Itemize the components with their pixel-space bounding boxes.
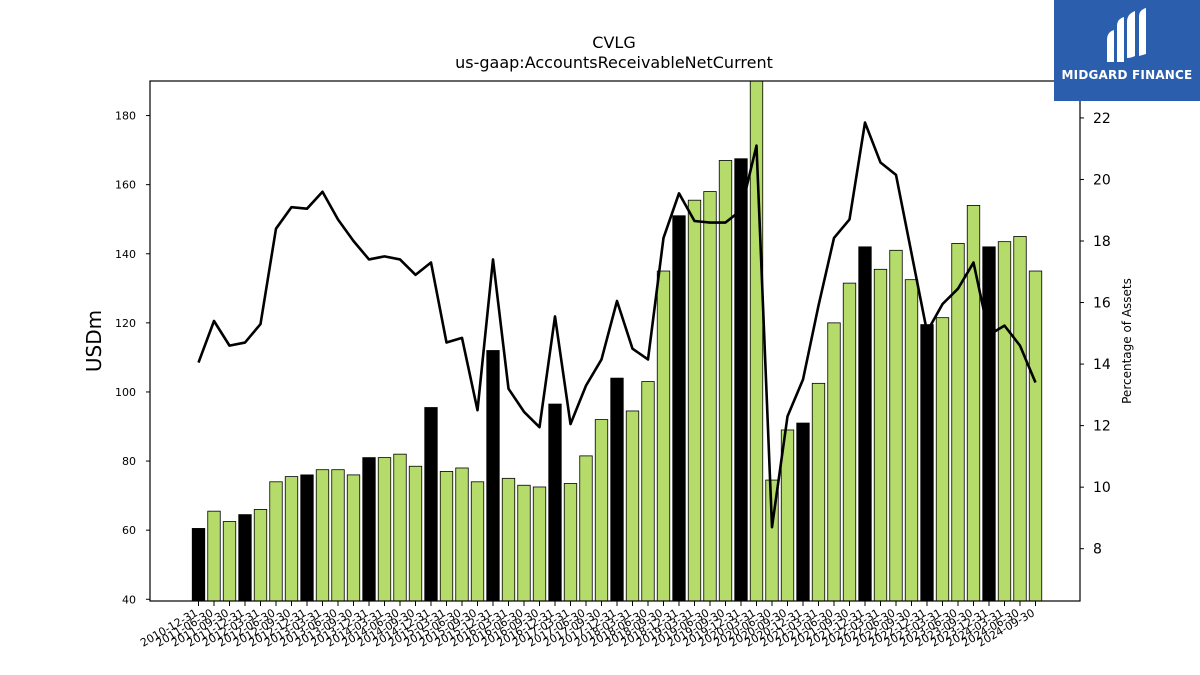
y2-axis-label: Percentage of Assets	[1120, 278, 1134, 404]
bar-2022-06-30	[889, 249, 903, 601]
bar-2012-12-31	[300, 474, 314, 601]
brand-logo: MIDGARD FINANCE	[1054, 0, 1200, 101]
bar-2011-12-31	[238, 514, 252, 601]
bar-2019-06-30	[703, 191, 717, 601]
bar-2019-09-30	[718, 160, 733, 601]
bar-2017-12-31	[610, 377, 624, 601]
bar-2019-12-31	[734, 158, 748, 601]
bar-2016-12-31	[548, 403, 562, 601]
chart-subtitle: us-gaap:AccountsReceivableNetCurrent	[455, 53, 773, 72]
percentage-line	[197, 121, 1037, 529]
y-tick-label-100: 100	[115, 386, 136, 399]
bar-2018-09-30	[656, 270, 671, 601]
bar-2013-12-31	[362, 457, 376, 601]
y2-tick-label-22: 22	[1093, 111, 1111, 127]
y2-tick-label-18: 18	[1093, 234, 1111, 250]
bar-2021-09-30	[842, 282, 857, 601]
bar-2014-03-31	[377, 457, 392, 601]
y-tick-label-40: 40	[122, 593, 136, 606]
y-tick-label-180: 180	[115, 110, 136, 123]
logo-text: MIDGARD FINANCE	[1061, 68, 1193, 82]
bar-2011-06-30	[207, 510, 221, 601]
bar-2014-12-31	[424, 407, 438, 601]
chart-title: CVLG	[592, 33, 635, 52]
y-tick-label-80: 80	[122, 455, 136, 468]
bar-2020-09-30	[780, 429, 795, 601]
bar-2013-06-30	[331, 469, 345, 601]
bar-2014-09-30	[408, 465, 423, 601]
y-tick-label-140: 140	[115, 248, 136, 261]
y2-tick-label-8: 8	[1093, 542, 1102, 558]
y2-tick-label-14: 14	[1093, 357, 1111, 373]
bar-2023-12-31	[982, 246, 996, 601]
bar-2024-03-31	[997, 241, 1012, 601]
bar-2021-06-30	[827, 322, 841, 601]
bar-2022-03-31	[873, 268, 888, 601]
bar-2015-09-30	[470, 481, 485, 601]
bar-2024-09-30	[1028, 270, 1043, 601]
bar-2023-06-30	[951, 242, 965, 601]
bar-2016-03-31	[501, 477, 516, 601]
bar-2012-09-30	[284, 476, 299, 601]
bar-2011-09-30	[222, 521, 237, 601]
bar-2016-09-30	[532, 486, 547, 601]
bar-2016-06-30	[517, 484, 531, 601]
bar-2012-06-30	[269, 481, 283, 601]
y-axis-label: USDm	[82, 310, 106, 372]
bar-2018-03-31	[625, 410, 640, 601]
axes-group: 4060801001201401601808101214161820222010…	[115, 80, 1111, 650]
y2-tick-label-20: 20	[1093, 172, 1111, 188]
bar-2013-09-30	[346, 474, 361, 601]
y2-tick-label-16: 16	[1093, 296, 1111, 312]
bar-2021-12-31	[858, 246, 872, 601]
y-tick-label-120: 120	[115, 317, 136, 330]
bar-2010-12-31	[191, 528, 206, 601]
y2-tick-label-12: 12	[1093, 419, 1111, 435]
plot-frame	[149, 80, 1081, 602]
bar-2020-12-31	[796, 422, 810, 601]
bar-2015-03-31	[439, 471, 454, 601]
logo-mark-icon	[1107, 8, 1146, 62]
y-tick-label-60: 60	[122, 524, 136, 537]
bar-2012-03-31	[253, 509, 268, 601]
bar-2017-03-31	[563, 483, 578, 601]
bar-2014-06-30	[393, 453, 407, 601]
bar-2018-12-31	[672, 215, 686, 601]
bar-2021-03-31	[811, 382, 826, 601]
bar-2024-06-30	[1013, 236, 1027, 601]
bar-2017-06-30	[579, 455, 593, 601]
bar-2017-09-30	[594, 419, 609, 601]
bar-2015-12-31	[486, 350, 500, 601]
bars-group	[191, 81, 1043, 601]
bar-2022-12-31	[920, 324, 934, 601]
bar-2015-06-30	[455, 467, 469, 601]
bar-2022-09-30	[904, 279, 919, 601]
bar-2013-03-31	[315, 469, 330, 601]
y2-tick-label-10: 10	[1093, 480, 1111, 496]
line-group	[197, 121, 1037, 529]
bar-2023-03-31	[935, 317, 950, 601]
bar-2019-03-31	[687, 199, 702, 601]
y-tick-label-160: 160	[115, 179, 136, 192]
bar-2018-06-30	[641, 381, 655, 601]
